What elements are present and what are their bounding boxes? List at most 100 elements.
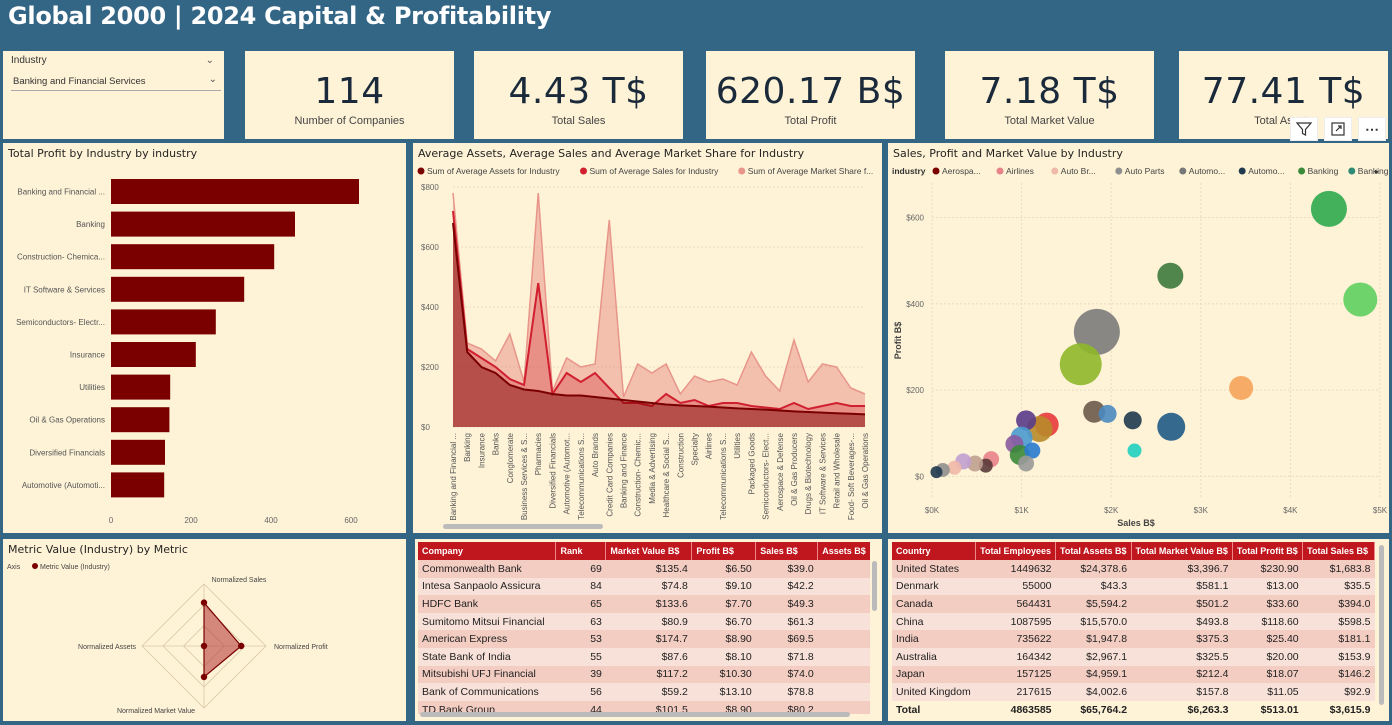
column-header[interactable]: Total Employees bbox=[975, 542, 1057, 560]
column-header[interactable]: Profit B$ bbox=[691, 542, 757, 560]
legend-label[interactable]: Banking bbox=[1308, 166, 1339, 176]
table-cell: $71.8 bbox=[755, 647, 818, 666]
bar[interactable] bbox=[111, 472, 165, 498]
scatter-point[interactable] bbox=[1018, 455, 1035, 472]
legend-label[interactable]: Sum of Average Assets for Industry bbox=[427, 166, 560, 176]
scatter-point[interactable] bbox=[930, 466, 943, 479]
bar[interactable] bbox=[111, 439, 165, 465]
legend-label[interactable]: Sum of Average Sales for Industry bbox=[590, 166, 720, 176]
scatter-point[interactable] bbox=[1229, 375, 1254, 400]
column-header[interactable]: Total Profit B$ bbox=[1232, 542, 1304, 560]
horizontal-scrollbar[interactable] bbox=[443, 524, 603, 529]
table-row[interactable]: India 735622 $1,947.8 $375.3 $25.40 $181.1 bbox=[892, 630, 1375, 648]
bar[interactable] bbox=[111, 342, 196, 367]
legend-label[interactable]: Automo... bbox=[1248, 166, 1284, 176]
legend-label[interactable]: Aerospa... bbox=[942, 166, 981, 176]
legend-label[interactable]: Sum of Average Market Share f... bbox=[748, 166, 874, 176]
table-row[interactable]: United Kingdom 217615 $4,002.6 $157.8 $11.05… bbox=[892, 683, 1375, 701]
chevron-down-icon[interactable]: ⌄ bbox=[208, 74, 217, 85]
column-header[interactable]: Total Market Value B$ bbox=[1131, 542, 1233, 560]
bar[interactable] bbox=[111, 244, 275, 270]
more-options-icon[interactable]: ⋯ bbox=[1358, 117, 1386, 141]
bar[interactable] bbox=[111, 179, 359, 204]
table-row[interactable]: Japan 157125 $4,959.1 $212.4 $18.07 $146.2 bbox=[892, 665, 1375, 684]
table-row[interactable]: Canada 564431 $5,594.2 $501.2 $33.60 $394.0 bbox=[892, 595, 1375, 613]
radar-point[interactable] bbox=[238, 642, 245, 650]
vertical-scrollbar[interactable] bbox=[1379, 545, 1384, 705]
legend-next-icon[interactable]: ▸ bbox=[1375, 167, 1379, 176]
legend-label[interactable]: Auto Br... bbox=[1061, 166, 1096, 176]
column-header[interactable]: Country bbox=[892, 542, 977, 560]
column-header[interactable]: Market Value B$ bbox=[605, 542, 693, 560]
series-line[interactable] bbox=[452, 222, 866, 416]
table-cell: Mitsubishi UFJ Financial bbox=[418, 665, 556, 684]
table-cell: $39.0 bbox=[755, 560, 818, 578]
column-header[interactable]: Total Assets B$ bbox=[1055, 542, 1132, 560]
table-row[interactable]: Australia 164342 $2,967.1 $325.5 $20.00 $153.… bbox=[892, 647, 1375, 666]
radar-point[interactable] bbox=[200, 599, 208, 606]
table-cell: 56 bbox=[555, 683, 606, 701]
radar-panel: Metric Value (Industry) by Metric Axis Me… bbox=[3, 539, 406, 721]
radar-area[interactable] bbox=[203, 600, 243, 679]
scatter-point[interactable] bbox=[1123, 411, 1142, 430]
legend-label[interactable]: Auto Parts bbox=[1125, 166, 1165, 176]
table-row[interactable]: China 1087595 $15,570.0 $493.8 $118.60 $598.5 bbox=[892, 612, 1375, 631]
table-row[interactable]: Intesa Sanpaolo Assicura 84 $74.8 $9.10 $42.… bbox=[418, 577, 870, 596]
vertical-scrollbar[interactable] bbox=[872, 561, 877, 611]
table-row[interactable]: United States 1449632 $24,378.6 $3,396.7 $23… bbox=[892, 560, 1375, 578]
x-category-label: Conglomerate bbox=[506, 432, 515, 483]
industry-slicer[interactable]: Industry ⌄ Banking and Financial Service… bbox=[3, 51, 224, 139]
scatter-point[interactable] bbox=[1016, 410, 1037, 431]
table-cell: Canada bbox=[892, 595, 976, 613]
scatter-point[interactable] bbox=[1310, 190, 1347, 227]
x-category-label: Banking and Financial ... bbox=[449, 433, 458, 521]
bar[interactable] bbox=[111, 309, 216, 335]
scatter-point[interactable] bbox=[947, 460, 962, 475]
legend-label[interactable]: Banking ... bbox=[1358, 166, 1392, 176]
column-header[interactable]: Rank bbox=[555, 542, 607, 560]
table-row[interactable]: Sumitomo Mitsui Financial 63 $80.9 $6.70 $61… bbox=[418, 612, 870, 631]
series-line[interactable] bbox=[452, 210, 865, 411]
bar-category-label: Construction- Chemica... bbox=[17, 253, 105, 262]
scatter-point[interactable] bbox=[1343, 282, 1378, 317]
chevron-down-icon[interactable]: ⌄ bbox=[205, 55, 214, 66]
series-area[interactable] bbox=[453, 223, 865, 427]
bar[interactable] bbox=[111, 276, 245, 302]
series-area[interactable] bbox=[453, 211, 865, 427]
scatter-point[interactable] bbox=[1157, 262, 1184, 289]
scatter-point[interactable] bbox=[1059, 343, 1102, 386]
scatter-point[interactable] bbox=[1098, 404, 1117, 423]
table-cell: $24,378.6 bbox=[1055, 560, 1132, 578]
table-row[interactable]: Mitsubishi UFJ Financial 39 $117.2 $10.30 $7… bbox=[418, 665, 870, 684]
metric-radar-chart: Axis Metric Value (Industry) Normalized Sa… bbox=[7, 563, 328, 715]
focus-mode-icon[interactable] bbox=[1324, 117, 1352, 141]
bar[interactable] bbox=[111, 374, 171, 400]
horizontal-scrollbar[interactable] bbox=[420, 712, 850, 717]
legend-label[interactable]: Metric Value (Industry) bbox=[40, 564, 110, 571]
scatter-point[interactable] bbox=[1127, 443, 1142, 458]
bar-category-label: IT Software & Services bbox=[24, 285, 105, 294]
scatter-point[interactable] bbox=[1157, 412, 1186, 441]
legend-label[interactable]: Automo... bbox=[1189, 166, 1225, 176]
column-header[interactable]: Sales B$ bbox=[755, 542, 819, 560]
scatter-point[interactable] bbox=[1024, 442, 1041, 459]
filter-icon[interactable] bbox=[1290, 117, 1318, 141]
series-line[interactable] bbox=[452, 192, 866, 398]
table-row[interactable]: Denmark 55000 $43.3 $581.1 $13.00 $35.5 bbox=[892, 577, 1375, 596]
radar-point[interactable] bbox=[200, 642, 208, 650]
column-header[interactable]: Company bbox=[418, 542, 557, 560]
scatter-point[interactable] bbox=[1073, 308, 1120, 355]
bar[interactable] bbox=[111, 407, 170, 433]
radar-point[interactable] bbox=[200, 673, 208, 681]
bar[interactable] bbox=[111, 211, 295, 237]
column-header[interactable]: Total Sales B$ bbox=[1302, 542, 1375, 560]
legend-label[interactable]: Airlines bbox=[1006, 166, 1034, 176]
slicer-dropdown[interactable]: Banking and Financial Services ⌄ bbox=[11, 73, 221, 91]
table-row[interactable]: Bank of Communications 56 $59.2 $13.10 $78.8… bbox=[418, 683, 870, 701]
column-header[interactable]: Assets B$ bbox=[817, 542, 870, 560]
